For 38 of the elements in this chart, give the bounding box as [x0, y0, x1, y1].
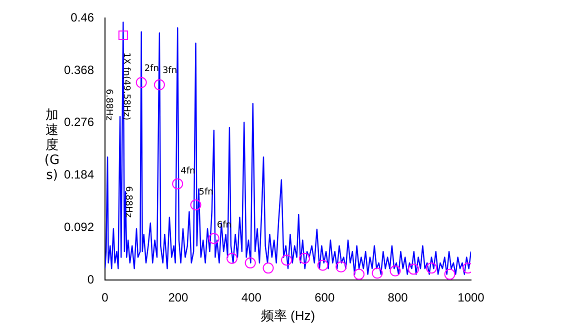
- x-tick-label: 600: [314, 290, 335, 305]
- point: [136, 77, 147, 88]
- annotation: 1X fn(49.58Hz): [120, 52, 131, 120]
- x-tick-label: 800: [388, 290, 408, 305]
- x-axis-title: 频率 (Hz): [260, 308, 316, 323]
- y-axis-title: 加速度(Gs): [44, 108, 60, 183]
- point: [154, 79, 165, 90]
- point: [226, 252, 238, 264]
- point: [390, 265, 401, 276]
- annotation: 6.88Hz: [123, 186, 134, 218]
- point: [372, 268, 383, 279]
- x-tick-label: 1000: [458, 290, 485, 305]
- y-tick-label: 0.276: [64, 115, 94, 130]
- point: [354, 268, 365, 280]
- point: [208, 232, 220, 244]
- point: [408, 264, 420, 275]
- point: [317, 260, 328, 271]
- point: [444, 268, 456, 280]
- point: [244, 257, 256, 268]
- y-tick-label: 0: [87, 272, 94, 286]
- annotation: 3fn: [162, 66, 178, 76]
- point: [281, 254, 292, 266]
- x-tick-label: 400: [241, 290, 262, 305]
- y-tick-label: 0.46: [70, 10, 94, 25]
- y-tick-label: 0.092: [64, 220, 94, 234]
- point: [118, 30, 128, 40]
- point: [172, 178, 184, 190]
- point: [336, 261, 347, 272]
- point: [298, 252, 310, 264]
- annotation: 6.88Hz: [104, 88, 114, 121]
- x-tick-label: 0: [102, 290, 109, 305]
- y-tick-label: 0.368: [64, 62, 94, 77]
- x-tick-label: 200: [168, 290, 189, 305]
- point: [426, 262, 437, 274]
- point: [262, 262, 274, 274]
- point: [190, 199, 202, 210]
- y-tick-label: 0.184: [64, 168, 94, 182]
- annotation: 2fn: [144, 64, 159, 74]
